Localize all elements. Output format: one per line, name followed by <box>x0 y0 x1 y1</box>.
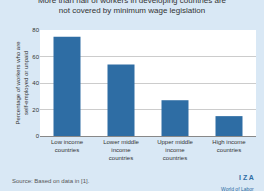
svg-text:Upper middleincomecountries: Upper middleincomecountries <box>157 139 193 161</box>
svg-text:0: 0 <box>36 133 40 139</box>
svg-text:40: 40 <box>32 80 39 86</box>
svg-text:20: 20 <box>32 107 39 113</box>
svg-text:60: 60 <box>32 54 39 60</box>
svg-text:I Z A: I Z A <box>239 174 254 181</box>
svg-text:World of Labor: World of Labor <box>221 186 254 191</box>
svg-text:More than half of workers in d: More than half of workers in developing … <box>38 0 227 15</box>
svg-text:High incomecountries: High incomecountries <box>212 139 246 153</box>
svg-text:Low incomecountries: Low incomecountries <box>51 139 84 153</box>
svg-text:Source: Based on data in [1].: Source: Based on data in [1]. <box>12 178 90 184</box>
svg-text:80: 80 <box>32 27 39 33</box>
svg-text:Percentage of workers who ares: Percentage of workers who areself-employ… <box>15 41 29 125</box>
svg-text:Lower middleincomecountries: Lower middleincomecountries <box>103 139 139 161</box>
